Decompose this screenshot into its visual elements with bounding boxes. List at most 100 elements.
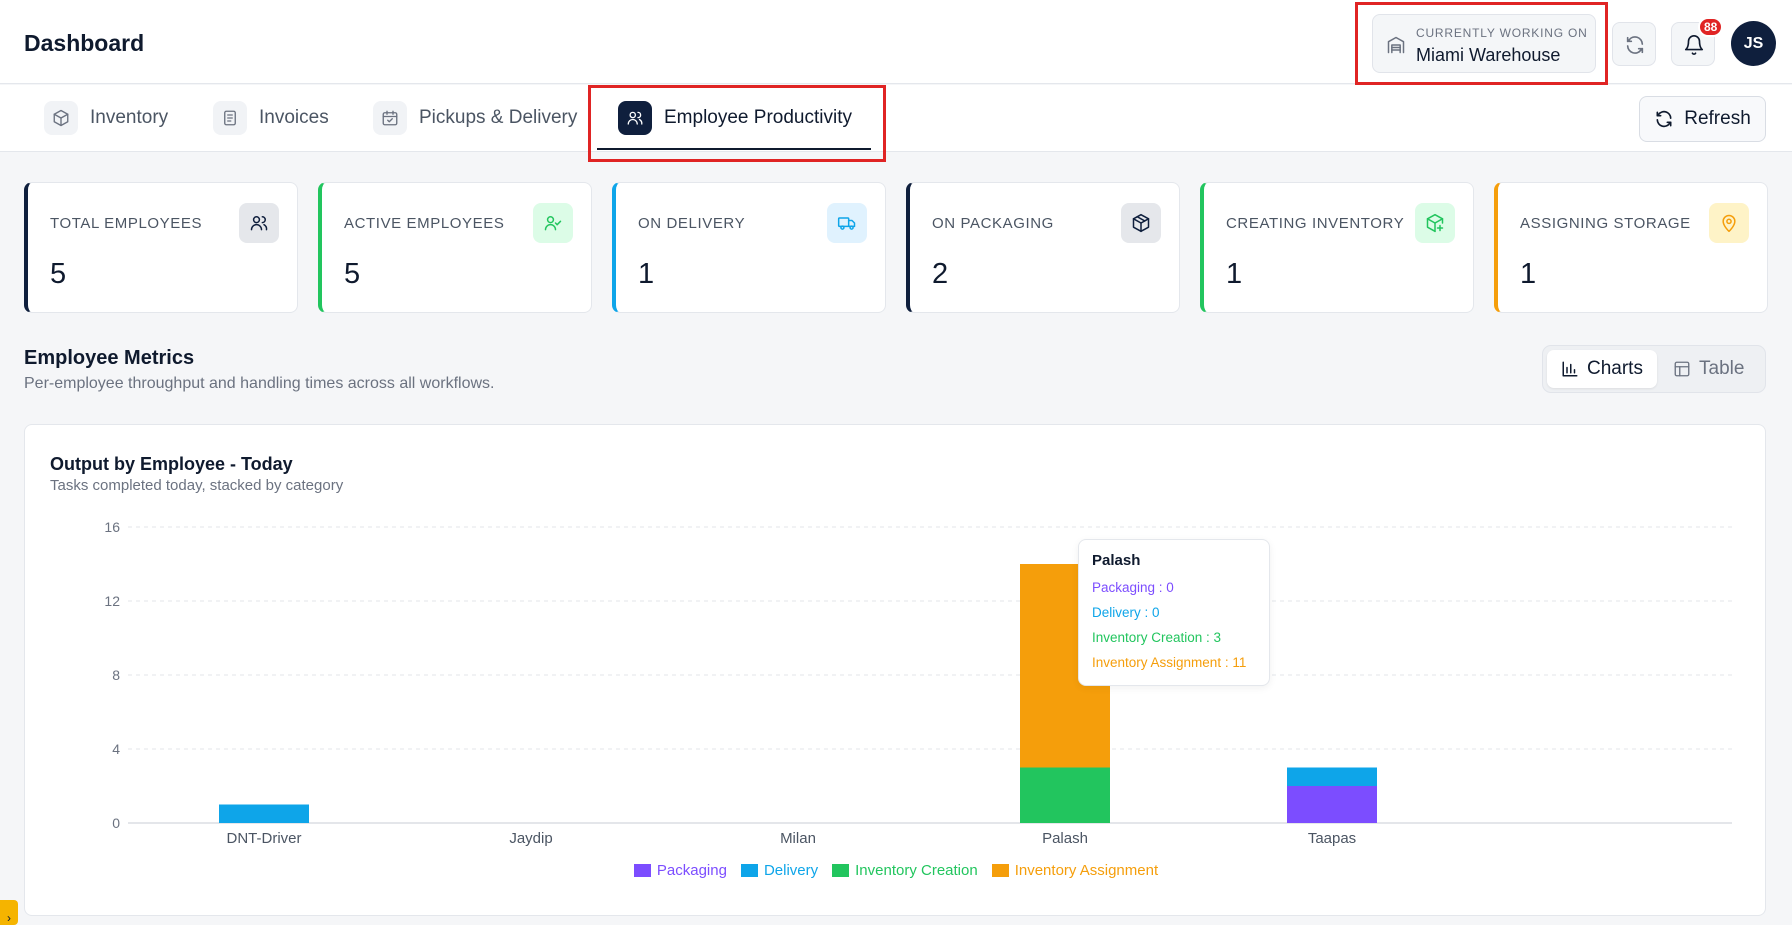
stat-label: ON PACKAGING [932,215,1054,232]
y-tick-label: 12 [104,593,120,609]
legend-item-packaging[interactable]: Packaging [633,862,727,879]
x-tick-label: Milan [780,830,816,847]
tab-label: Employee Productivity [664,107,852,128]
truck-icon [827,203,867,243]
tooltip-title: Palash [1092,552,1141,569]
refresh-icon [1626,36,1644,54]
x-tick-label: Jaydip [509,830,552,847]
active-tab-indicator [597,148,871,150]
charts-view-button[interactable]: Charts [1547,350,1657,388]
stat-label: CREATING INVENTORY [1226,215,1405,232]
tab-label: Invoices [259,107,329,128]
stat-card-assigning-storage: ASSIGNING STORAGE 1 [1494,182,1768,313]
user-check-icon [533,203,573,243]
users-icon [239,203,279,243]
bar-chart-icon [1562,361,1578,377]
stat-label: ON DELIVERY [638,215,746,232]
notification-count-badge: 88 [1698,17,1724,37]
stat-label: ASSIGNING STORAGE [1520,215,1691,232]
chart-card: Output by Employee - Today Tasks complet… [24,424,1766,916]
bell-icon [1684,35,1704,56]
tab-employee-productivity[interactable]: Employee Productivity [618,99,852,137]
y-tick-label: 4 [112,741,120,757]
stat-card-total-employees: TOTAL EMPLOYEES 5 [24,182,298,313]
stat-value: 5 [50,258,67,290]
stat-card-on-packaging: ON PACKAGING 2 [906,182,1180,313]
y-tick-label: 16 [104,519,120,535]
highlight-box-warehouse [1355,2,1608,85]
legend-swatch [633,864,651,877]
box-icon [44,101,78,135]
legend-swatch [740,864,758,877]
package-icon [1121,203,1161,243]
stat-label: TOTAL EMPLOYEES [50,215,203,232]
legend-label: Inventory Assignment [1014,862,1159,879]
legend-item-delivery[interactable]: Delivery [740,862,819,879]
y-tick-label: 8 [112,667,120,683]
bar-segment-packaging [1287,786,1377,823]
tooltip-row-delivery: Delivery : 0 [1092,605,1160,620]
tab-pickups-delivery[interactable]: Pickups & Delivery [373,99,577,137]
sync-button[interactable] [1612,22,1656,66]
section-subtitle: Per-employee throughput and handling tim… [24,375,495,392]
tab-invoices[interactable]: Invoices [213,99,329,137]
tab-inventory[interactable]: Inventory [44,99,168,137]
working-caption: CURRENTLY WORKING ON [1416,26,1588,40]
x-tick-label: DNT-Driver [227,830,302,847]
table-icon [1674,361,1690,377]
chart-legend: Packaging Delivery Inventory Creation In… [0,862,1792,879]
legend-item-inventory-assignment[interactable]: Inventory Assignment [991,862,1159,879]
package-plus-icon [1415,203,1455,243]
tooltip-row-packaging: Packaging : 0 [1092,580,1174,595]
page-title: Dashboard [24,30,145,56]
legend-swatch [991,864,1009,877]
stat-label: ACTIVE EMPLOYEES [344,215,505,232]
bar-segment-delivery [219,804,309,823]
highlight-box-tab [588,85,886,162]
section-title: Employee Metrics [24,347,195,369]
tab-label: Inventory [90,107,169,128]
working-warehouse-name: Miami Warehouse [1416,45,1561,65]
legend-item-inventory-creation[interactable]: Inventory Creation [832,862,978,879]
stat-value: 5 [344,258,361,290]
table-label: Table [1699,358,1745,379]
refresh-button[interactable]: Refresh [1639,96,1766,142]
table-view-button[interactable]: Table [1659,350,1758,388]
stat-value: 1 [1520,258,1537,290]
legend-label: Delivery [763,862,819,879]
legend-label: Inventory Creation [855,862,978,879]
x-tick-label: Palash [1042,830,1088,847]
stat-card-on-delivery: ON DELIVERY 1 [612,182,886,313]
bar-segment-delivery [1287,767,1377,786]
tooltip-row-inventory-assignment: Inventory Assignment : 11 [1092,655,1247,670]
stat-card-creating-inventory: CREATING INVENTORY 1 [1200,182,1474,313]
legend-swatch [832,864,850,877]
chart-subtitle: Tasks completed today, stacked by catego… [50,477,344,494]
document-icon [213,101,247,135]
refresh-label: Refresh [1684,108,1751,129]
stat-value: 1 [1226,258,1243,290]
map-pin-icon [1709,203,1749,243]
warehouse-selector[interactable]: CURRENTLY WORKING ON Miami Warehouse [1372,14,1596,73]
user-avatar[interactable]: JS [1731,21,1776,66]
chart-tooltip: Palash Packaging : 0 Delivery : 0 Invent… [1078,539,1270,686]
bar-segment-inventory-creation [1020,767,1110,823]
calendar-check-icon [373,101,407,135]
tab-bar: Inventory Invoices Pickups & Delivery Em… [0,85,1792,152]
users-icon [618,101,652,135]
x-tick-label: Taapas [1308,830,1356,847]
tab-label: Pickups & Delivery [419,107,578,128]
legend-label: Packaging [656,862,727,879]
top-header: Dashboard CURRENTLY WORKING ON Miami War… [0,0,1792,84]
view-toggle: Charts Table [1542,345,1766,393]
warehouse-icon [1387,36,1405,54]
y-tick-label: 0 [112,815,120,831]
chart-title: Output by Employee - Today [50,454,293,474]
tooltip-row-inventory-creation: Inventory Creation : 3 [1092,630,1222,645]
sidebar-expand-handle[interactable]: › [0,900,18,925]
charts-label: Charts [1587,358,1643,379]
stat-value: 1 [638,258,655,290]
stat-card-active-employees: ACTIVE EMPLOYEES 5 [318,182,592,313]
stat-value: 2 [932,258,949,290]
